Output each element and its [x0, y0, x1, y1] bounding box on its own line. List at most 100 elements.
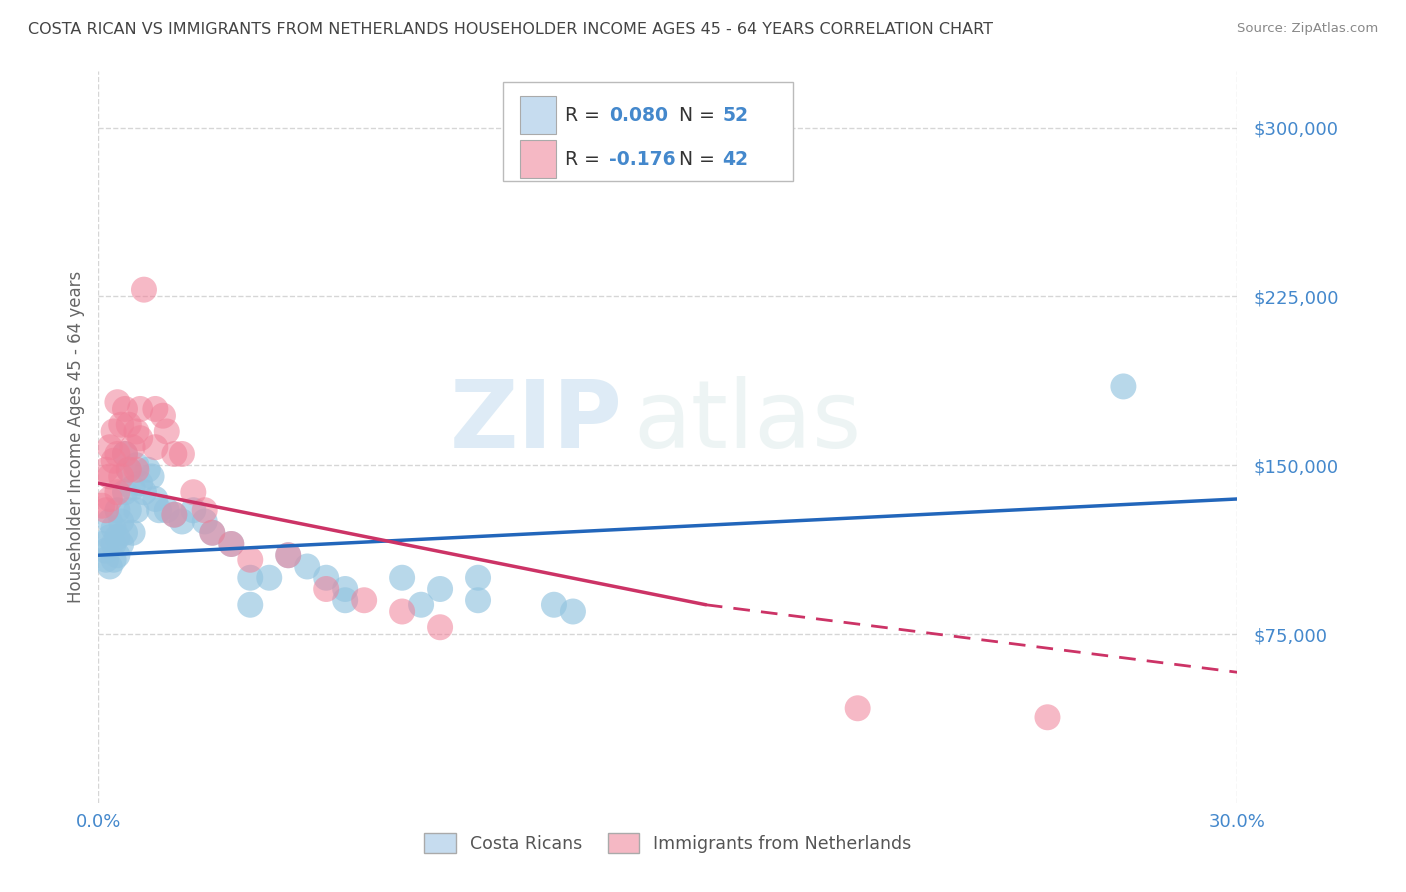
- Point: [118, 417, 141, 432]
- Point: [125, 458, 148, 473]
- Point: [114, 447, 136, 461]
- Text: N =: N =: [679, 150, 721, 169]
- Point: [110, 469, 132, 483]
- Point: [145, 401, 167, 416]
- Point: [183, 485, 205, 500]
- Point: [98, 559, 121, 574]
- Point: [163, 447, 186, 461]
- Point: [103, 425, 125, 439]
- Point: [91, 499, 114, 513]
- Point: [156, 503, 179, 517]
- Point: [114, 447, 136, 461]
- Text: R =: R =: [565, 150, 606, 169]
- Point: [98, 469, 121, 483]
- Point: [94, 503, 117, 517]
- Point: [239, 598, 262, 612]
- Point: [411, 598, 433, 612]
- Point: [170, 447, 193, 461]
- Point: [183, 503, 205, 517]
- Point: [156, 425, 179, 439]
- Point: [91, 537, 114, 551]
- Point: [107, 548, 129, 562]
- Point: [467, 571, 489, 585]
- Point: [103, 521, 125, 535]
- Point: [103, 553, 125, 567]
- Point: [129, 401, 152, 416]
- Point: [562, 605, 585, 619]
- Text: atlas: atlas: [634, 376, 862, 468]
- Point: [163, 508, 186, 522]
- Point: [1036, 710, 1059, 724]
- Point: [429, 620, 451, 634]
- Point: [125, 503, 148, 517]
- Text: -0.176: -0.176: [609, 150, 675, 169]
- Point: [121, 481, 143, 495]
- Point: [429, 582, 451, 596]
- Point: [114, 485, 136, 500]
- Point: [467, 593, 489, 607]
- Point: [152, 409, 174, 423]
- Point: [239, 571, 262, 585]
- Point: [315, 571, 337, 585]
- Point: [277, 548, 299, 562]
- Text: R =: R =: [565, 106, 606, 125]
- Point: [315, 582, 337, 596]
- Point: [103, 453, 125, 467]
- Point: [98, 515, 121, 529]
- Point: [221, 537, 243, 551]
- Point: [145, 491, 167, 506]
- Point: [129, 476, 152, 491]
- Point: [846, 701, 869, 715]
- Point: [297, 559, 319, 574]
- Point: [121, 440, 143, 454]
- Point: [121, 525, 143, 540]
- Text: COSTA RICAN VS IMMIGRANTS FROM NETHERLANDS HOUSEHOLDER INCOME AGES 45 - 64 YEARS: COSTA RICAN VS IMMIGRANTS FROM NETHERLAN…: [28, 22, 993, 37]
- Point: [114, 525, 136, 540]
- Point: [110, 537, 132, 551]
- Point: [543, 598, 565, 612]
- Point: [118, 503, 141, 517]
- Text: ZIP: ZIP: [450, 376, 623, 468]
- Point: [107, 395, 129, 409]
- Point: [277, 548, 299, 562]
- Point: [136, 463, 159, 477]
- Point: [98, 440, 121, 454]
- Point: [148, 503, 170, 517]
- Text: 52: 52: [723, 106, 748, 125]
- Point: [94, 543, 117, 558]
- Point: [239, 553, 262, 567]
- Point: [125, 425, 148, 439]
- FancyBboxPatch shape: [520, 96, 557, 135]
- Point: [107, 485, 129, 500]
- Point: [107, 530, 129, 544]
- Point: [163, 508, 186, 522]
- Text: 42: 42: [723, 150, 748, 169]
- Point: [107, 447, 129, 461]
- Point: [201, 525, 224, 540]
- FancyBboxPatch shape: [503, 82, 793, 181]
- Point: [125, 463, 148, 477]
- Point: [194, 515, 217, 529]
- Legend: Costa Ricans, Immigrants from Netherlands: Costa Ricans, Immigrants from Netherland…: [418, 826, 918, 860]
- Point: [110, 417, 132, 432]
- Point: [132, 283, 155, 297]
- Text: N =: N =: [679, 106, 721, 125]
- Point: [353, 593, 375, 607]
- Point: [141, 469, 163, 483]
- Point: [132, 485, 155, 500]
- Point: [259, 571, 281, 585]
- Point: [194, 503, 217, 517]
- Point: [1112, 379, 1135, 393]
- Point: [103, 537, 125, 551]
- Point: [170, 515, 193, 529]
- Text: Source: ZipAtlas.com: Source: ZipAtlas.com: [1237, 22, 1378, 36]
- Point: [114, 401, 136, 416]
- Point: [94, 463, 117, 477]
- Point: [129, 431, 152, 445]
- Point: [335, 593, 357, 607]
- Point: [110, 515, 132, 529]
- Point: [118, 463, 141, 477]
- Y-axis label: Householder Income Ages 45 - 64 years: Householder Income Ages 45 - 64 years: [66, 271, 84, 603]
- Text: 0.080: 0.080: [609, 106, 668, 125]
- Point: [145, 440, 167, 454]
